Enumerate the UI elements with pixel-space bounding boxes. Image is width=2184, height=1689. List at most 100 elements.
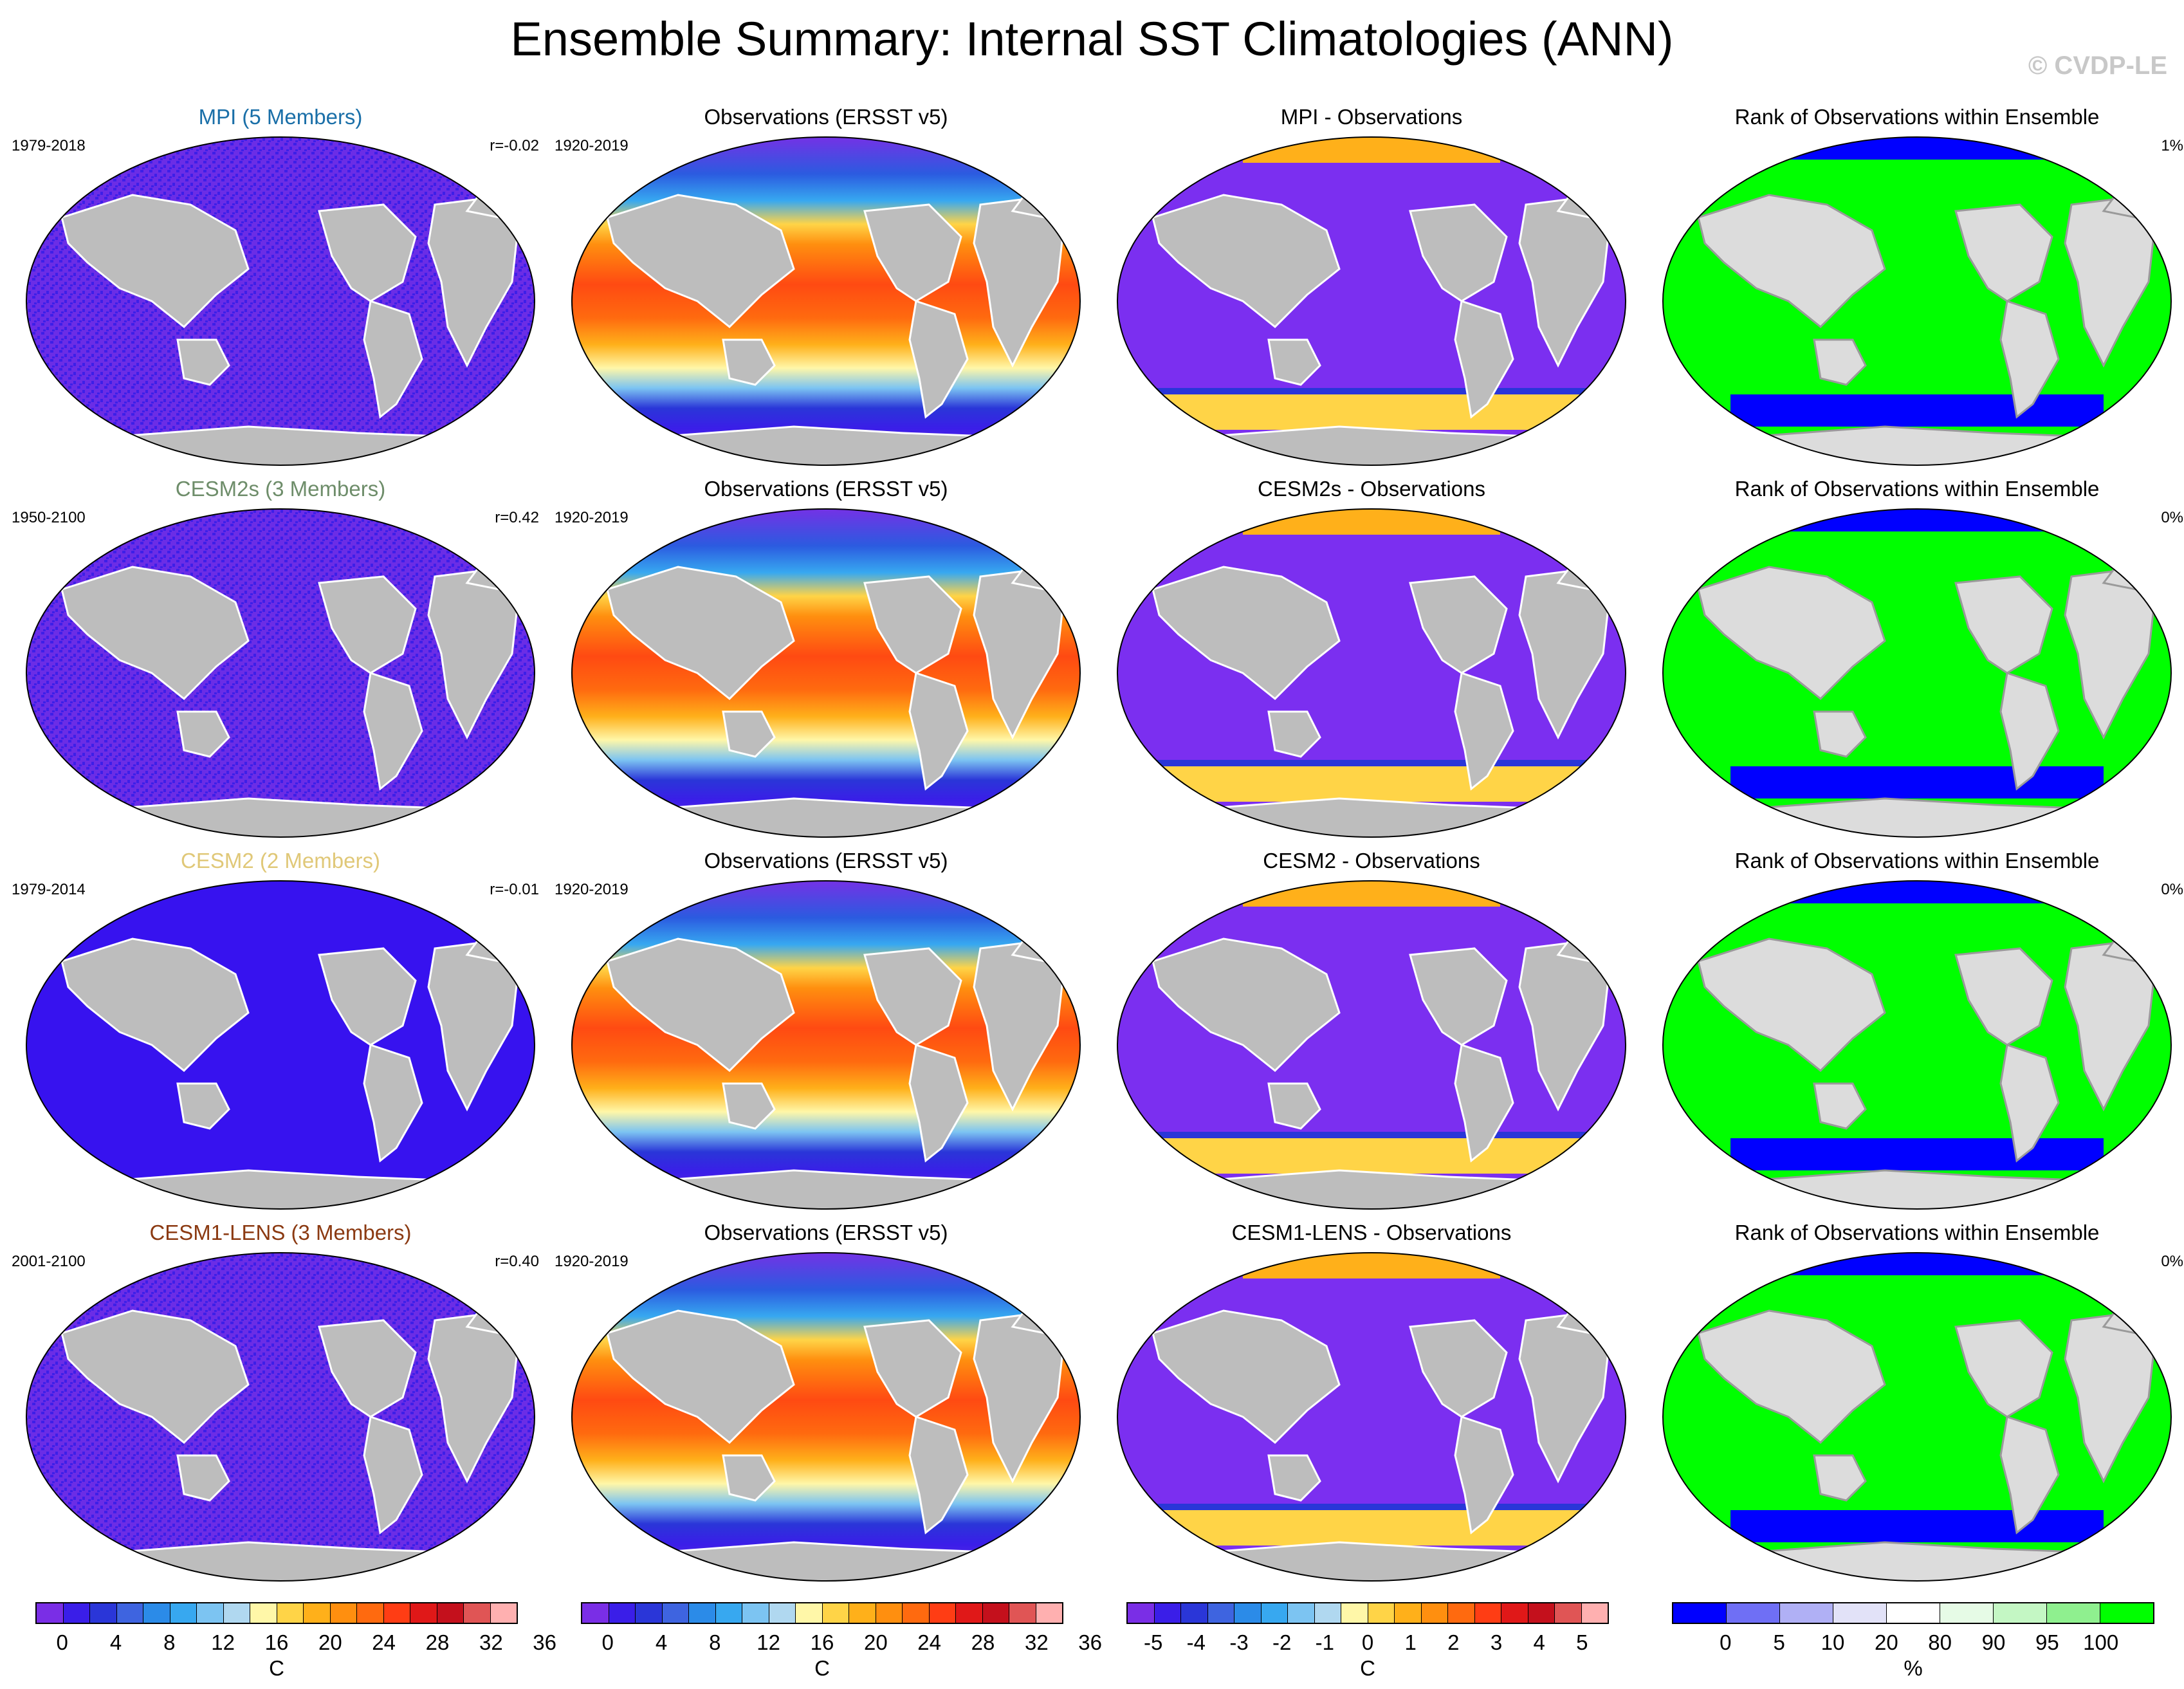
colorbar-swatch: [1341, 1603, 1368, 1623]
rank-map-title: Rank of Observations within Ensemble: [1734, 849, 2100, 872]
colorbar-tick-label: 0: [601, 1630, 614, 1654]
colorbar-swatch: [2047, 1603, 2100, 1623]
model-map: [23, 506, 538, 840]
diff-map: [1114, 506, 1629, 840]
obs-map-title: Observations (ERSST v5): [704, 477, 948, 501]
colorbar-tick-label: 100: [2083, 1630, 2119, 1654]
diff-map-title: MPI - Observations: [1280, 105, 1463, 129]
colorbar-tick-label: 24: [917, 1630, 942, 1654]
colorbar-tick-label: 4: [109, 1630, 122, 1654]
colorbar-swatch: [1368, 1603, 1395, 1623]
colorbar-swatch: [1261, 1603, 1288, 1623]
colorbar-tick-label: 80: [1928, 1630, 1952, 1654]
colorbar-swatch: [90, 1603, 117, 1623]
colorbar-tick-label: 4: [1533, 1630, 1545, 1654]
colorbar-swatch: [1314, 1603, 1341, 1623]
colorbar-tick-label: -3: [1229, 1630, 1249, 1654]
rank-percent: 1%: [2161, 137, 2183, 154]
colorbar-swatch: [63, 1603, 90, 1623]
colorbar-tick-label: 3: [1490, 1630, 1503, 1654]
colorbar-swatch: [2100, 1603, 2153, 1623]
colorbar-swatch: [1009, 1603, 1036, 1623]
colorbar-swatch: [1833, 1603, 1887, 1623]
rank-map-title: Rank of Observations within Ensemble: [1734, 1221, 2100, 1244]
colorbar-swatch: [1887, 1603, 1940, 1623]
colorbar-4: [1672, 1602, 2154, 1624]
colorbar-swatch: [250, 1603, 277, 1623]
rank-map: [1660, 1250, 2174, 1584]
colorbar-tick-label: 36: [1078, 1630, 1103, 1654]
colorbar-swatch: [437, 1603, 464, 1623]
colorbar-swatch: [464, 1603, 491, 1623]
watermark: © CVDP-LE: [2028, 51, 2167, 80]
colorbar-swatch: [796, 1603, 823, 1623]
colorbar-swatch: [277, 1603, 304, 1623]
page-title: Ensemble Summary: Internal SST Climatolo…: [510, 12, 1674, 66]
colorbar-swatch: [1581, 1603, 1608, 1623]
model-map: [23, 1250, 538, 1584]
colorbar-swatch: [1421, 1603, 1448, 1623]
colorbar-swatch: [223, 1603, 250, 1623]
rank-percent: 0%: [2161, 1253, 2183, 1270]
colorbar-unit: C: [814, 1656, 830, 1680]
colorbar-swatch: [769, 1603, 796, 1623]
colorbar-tick-label: 8: [709, 1630, 721, 1654]
colorbar-tick-label: 20: [863, 1630, 888, 1654]
colorbar-3: [1126, 1602, 1609, 1624]
colorbar-swatch: [330, 1603, 357, 1623]
colorbar-swatch: [383, 1603, 410, 1623]
colorbar-swatch: [929, 1603, 956, 1623]
colorbar-tick-label: 12: [757, 1630, 781, 1654]
colorbar-swatch: [1181, 1603, 1208, 1623]
diff-map: [1114, 134, 1629, 468]
colorbar-tick-label: 5: [1576, 1630, 1588, 1654]
model-years: 1979-2014: [12, 881, 86, 898]
colorbar-swatch: [715, 1603, 742, 1623]
colorbar-tick-label: 8: [163, 1630, 176, 1654]
colorbar-swatch: [143, 1603, 170, 1623]
colorbar-swatch: [876, 1603, 903, 1623]
colorbar-swatch: [662, 1603, 689, 1623]
pattern-correlation: r=-0.01: [490, 881, 539, 898]
colorbar-tick-label: 28: [971, 1630, 995, 1654]
colorbar-tick-label: 4: [655, 1630, 668, 1654]
colorbar-swatch: [742, 1603, 769, 1623]
colorbar-swatch: [1501, 1603, 1528, 1623]
colorbar-tick-label: 24: [372, 1630, 396, 1654]
colorbar-tick-label: 2: [1447, 1630, 1460, 1654]
colorbar-tick-label: -4: [1186, 1630, 1206, 1654]
colorbar-tick-label: 0: [1720, 1630, 1732, 1654]
obs-map: [569, 506, 1083, 840]
colorbar-swatch: [582, 1603, 609, 1623]
obs-map-title: Observations (ERSST v5): [704, 105, 948, 129]
pattern-correlation: r=0.42: [495, 509, 539, 526]
colorbar-swatch: [116, 1603, 143, 1623]
colorbar-tick-label: 32: [479, 1630, 503, 1654]
colorbar-tick-label: 20: [318, 1630, 342, 1654]
colorbar-tick-label: 95: [2035, 1630, 2059, 1654]
colorbar-swatch: [1036, 1603, 1062, 1623]
colorbar-swatch: [636, 1603, 663, 1623]
colorbar-swatch: [1673, 1603, 1727, 1623]
colorbar-tick-label: -5: [1143, 1630, 1163, 1654]
colorbar-swatch: [1474, 1603, 1501, 1623]
model-map-title: CESM2 (2 Members): [181, 849, 380, 872]
obs-map: [569, 134, 1083, 468]
rank-percent: 0%: [2161, 881, 2183, 898]
obs-map-title: Observations (ERSST v5): [704, 849, 948, 872]
colorbar-swatch: [1234, 1603, 1262, 1623]
obs-years: 1920-2019: [555, 1253, 629, 1270]
diff-map-title: CESM2 - Observations: [1263, 849, 1480, 872]
colorbar-swatch: [1395, 1603, 1422, 1623]
colorbar-swatch: [1288, 1603, 1315, 1623]
obs-map-title: Observations (ERSST v5): [704, 1221, 948, 1244]
rank-map: [1660, 878, 2174, 1212]
rank-map: [1660, 506, 2174, 840]
colorbar-2: [581, 1602, 1063, 1624]
colorbar-swatch: [689, 1603, 716, 1623]
colorbar-swatch: [1128, 1603, 1155, 1623]
obs-years: 1920-2019: [555, 881, 629, 898]
colorbar-swatch: [1154, 1603, 1181, 1623]
colorbar-swatch: [822, 1603, 849, 1623]
colorbar-swatch: [982, 1603, 1009, 1623]
